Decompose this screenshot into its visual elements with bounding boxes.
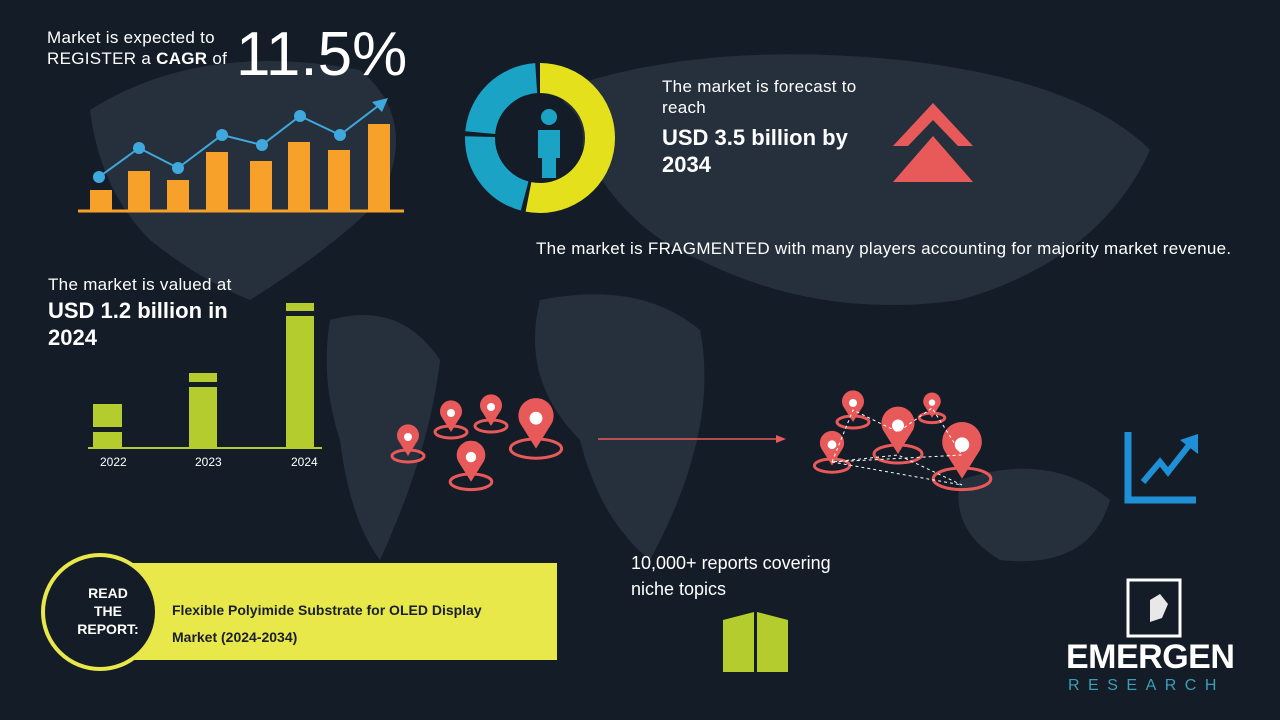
fragmented-text: The market is FRAGMENTED with many playe…	[536, 239, 1232, 258]
growth-bar	[206, 152, 228, 211]
person-body	[538, 130, 560, 178]
report-label-line: THE	[94, 603, 122, 619]
forecast-text: The market is forecast to reach	[662, 77, 857, 117]
cagr-keyword: CAGR	[156, 49, 208, 68]
pin-dot	[954, 437, 970, 452]
cagr-value: 11.5%	[236, 20, 408, 89]
year-bar-stripes	[93, 311, 314, 432]
forecast-value: USD 3.5 billion by 2034	[662, 125, 848, 177]
year-bar-stripe	[93, 427, 122, 432]
growth-dot	[93, 171, 105, 183]
report-banner	[130, 563, 557, 660]
year-bar-stripe	[286, 311, 314, 316]
year-bar	[93, 404, 122, 448]
trend-icon-line	[1140, 442, 1193, 484]
location-pins	[390, 390, 993, 492]
map-south-america	[326, 315, 440, 560]
year-label: 2022	[100, 455, 127, 469]
network-lines	[831, 407, 963, 486]
growth-arrow	[372, 98, 388, 112]
cagr-suffix: of	[212, 49, 228, 68]
growth-bar	[90, 190, 112, 211]
valued-text: The market is valued at	[48, 275, 232, 294]
map-eurasia	[560, 54, 1150, 306]
pin-dot	[827, 440, 837, 450]
donut-segment	[465, 63, 615, 213]
cagr-line2: REGISTER a CAGR of	[47, 48, 227, 69]
year-label: 2024	[291, 455, 318, 469]
growth-dot	[216, 129, 228, 141]
reports-text: 10,000+ reports covering niche topics	[631, 553, 831, 599]
growth-line	[98, 105, 379, 178]
year-bar-stripe	[189, 382, 217, 387]
logo-mark-shape	[1150, 594, 1168, 622]
growth-bars	[90, 124, 390, 211]
pin-dot	[487, 403, 495, 411]
growth-dot	[334, 129, 346, 141]
book-left	[723, 612, 754, 672]
growth-bar	[368, 124, 390, 211]
chevron	[893, 103, 973, 146]
map-africa	[535, 294, 705, 560]
pin-dot	[529, 411, 543, 425]
pin-dot	[849, 399, 857, 407]
person-head	[541, 109, 557, 125]
trend-icon-axis	[1124, 432, 1196, 504]
map-north-america	[90, 61, 396, 300]
pin-dot	[404, 433, 412, 441]
pin-dot	[465, 451, 477, 463]
growth-bar	[328, 150, 350, 211]
donut	[465, 63, 615, 213]
report-title[interactable]: Flexible Polyimide Substrate for OLED Di…	[172, 602, 482, 645]
growth-dot	[256, 139, 268, 151]
book-right	[757, 612, 788, 672]
logo-name: EMERGEN	[1066, 638, 1235, 676]
report-label-line: REPORT:	[77, 621, 139, 637]
arrow-head	[776, 435, 786, 443]
pin-dot	[447, 409, 455, 417]
chevron	[893, 136, 973, 182]
growth-dot	[172, 162, 184, 174]
growth-dot	[133, 142, 145, 154]
donut-segment	[465, 63, 615, 213]
growth-dots	[93, 110, 346, 183]
cagr-prefix: REGISTER a	[47, 49, 152, 68]
trend-icon-arrow	[1180, 434, 1198, 454]
report-circle	[41, 553, 159, 671]
growth-bar	[167, 180, 189, 211]
growth-bar	[288, 142, 310, 211]
growth-bar	[128, 171, 150, 211]
logo-sub: RESEARCH	[1068, 677, 1225, 694]
pin-dot	[892, 419, 904, 432]
world-map	[90, 54, 1150, 562]
network-line	[831, 407, 963, 486]
valued-value: USD 1.2 billion in 2024	[48, 298, 228, 350]
map-australia	[958, 468, 1110, 562]
growth-dot	[294, 110, 306, 122]
year-label: 2023	[195, 455, 222, 469]
pin-dot	[928, 399, 936, 406]
logo-mark	[1126, 578, 1182, 638]
report-label-line: READ	[88, 585, 128, 601]
report-label: READ THE REPORT:	[60, 584, 156, 638]
cagr-line1: Market is expected to	[47, 28, 215, 47]
year-bar	[286, 303, 314, 448]
growth-bar	[250, 161, 272, 211]
